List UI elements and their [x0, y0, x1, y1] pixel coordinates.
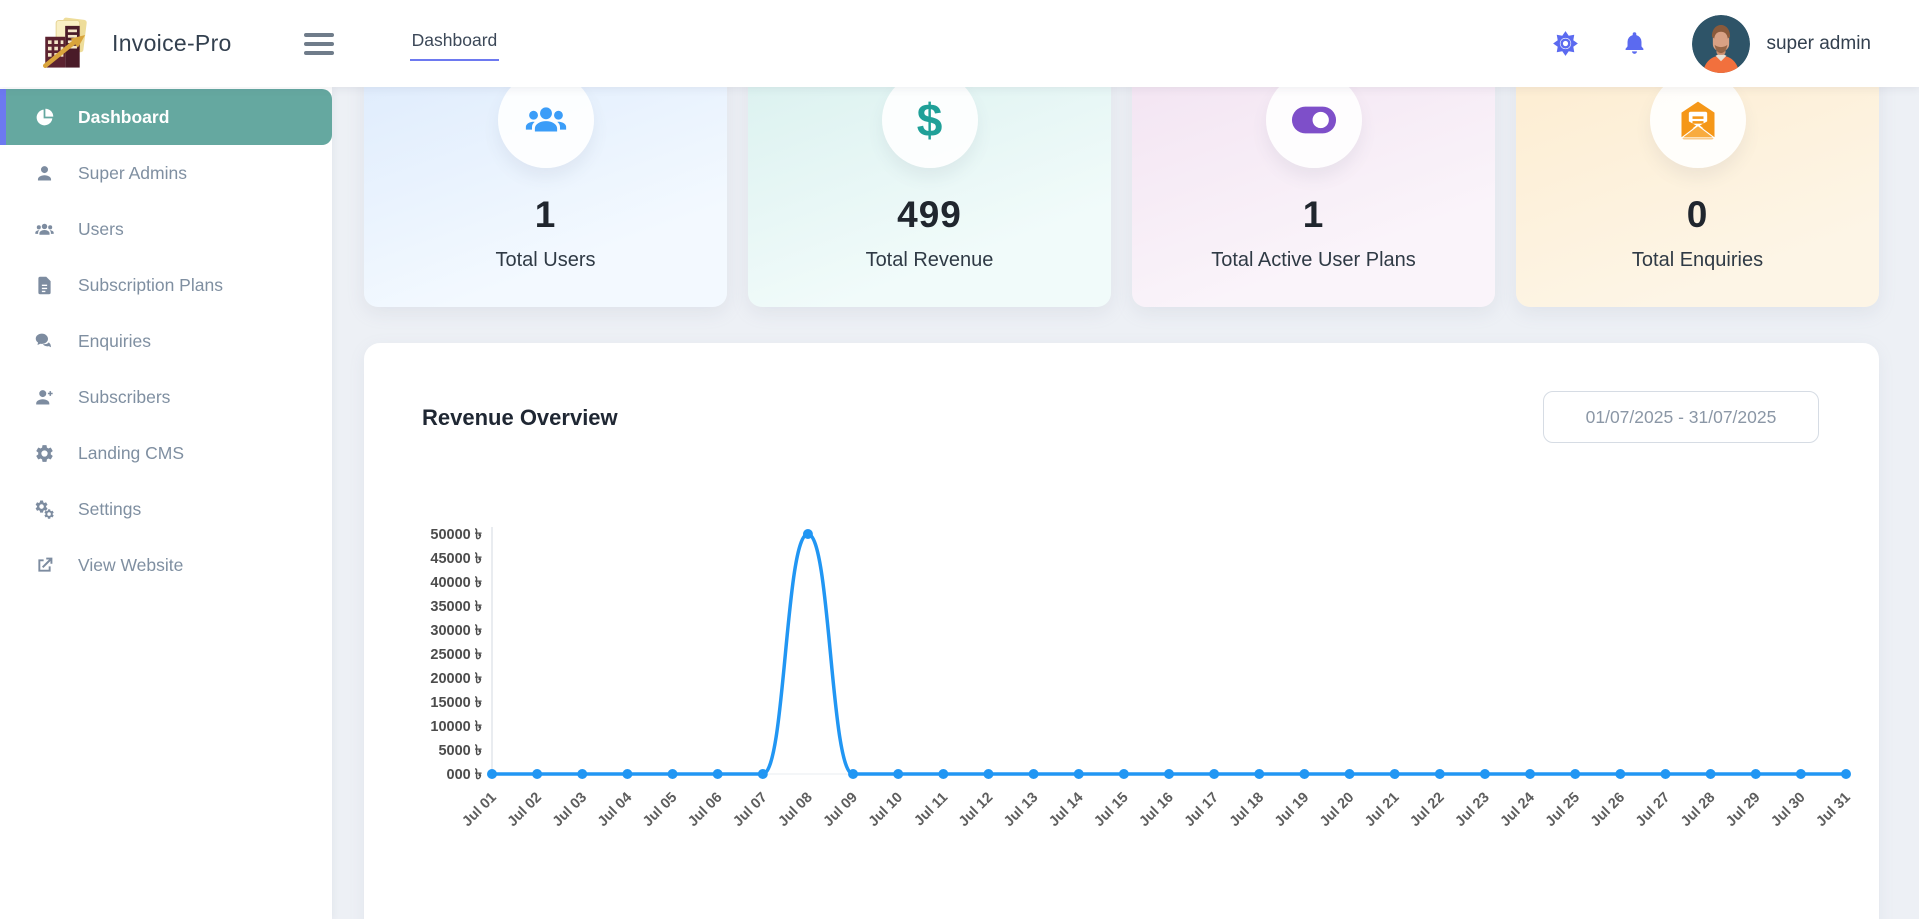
stat-label: Total Revenue [865, 249, 994, 271]
svg-text:Jul 08: Jul 08 [775, 790, 815, 830]
svg-text:Jul 02: Jul 02 [505, 790, 545, 830]
svg-text:15000 ৳: 15000 ৳ [430, 695, 482, 711]
bell-icon[interactable] [1621, 30, 1648, 57]
app-title: Invoice-Pro [112, 30, 232, 56]
person-icon [37, 165, 52, 180]
svg-text:45000 ৳: 45000 ৳ [430, 551, 482, 567]
sidebar-item-label: Subscribers [78, 386, 171, 407]
svg-text:Jul 13: Jul 13 [1001, 790, 1041, 830]
stat-label: Total Users [495, 249, 596, 271]
sidebar-item-subscribers[interactable]: Subscribers [0, 369, 332, 425]
svg-text:Jul 01: Jul 01 [459, 790, 499, 830]
sidebar-item-label: Settings [78, 498, 142, 519]
sidebar-item-label: Super Admins [78, 162, 187, 183]
svg-text:Jul 20: Jul 20 [1317, 790, 1357, 830]
svg-text:Jul 11: Jul 11 [911, 790, 951, 830]
chat-bubbles-icon [35, 333, 52, 347]
external-link-icon [38, 557, 53, 572]
stat-value: 499 [897, 194, 962, 235]
stat-value: 1 [534, 194, 557, 235]
main-content: 1 Total Users $ 499 Total Revenue 1 Tota… [332, 0, 1919, 919]
svg-text:Jul 07: Jul 07 [730, 790, 770, 830]
svg-text:Jul 24: Jul 24 [1498, 790, 1538, 830]
svg-text:Jul 27: Jul 27 [1633, 790, 1673, 830]
svg-text:Jul 14: Jul 14 [1046, 790, 1086, 830]
sidebar-item-label: Dashboard [78, 106, 170, 127]
dollar-icon: $ [881, 72, 978, 168]
theme-sun-icon[interactable] [1552, 30, 1579, 57]
svg-text:10000 ৳: 10000 ৳ [430, 719, 482, 735]
breadcrumb-dashboard[interactable]: Dashboard [409, 26, 500, 61]
svg-text:Jul 18: Jul 18 [1227, 790, 1267, 830]
hamburger-menu-icon[interactable] [303, 32, 334, 55]
svg-text:Jul 15: Jul 15 [1091, 790, 1131, 830]
sidebar-item-label: Subscription Plans [78, 274, 223, 295]
svg-text:Jul 10: Jul 10 [866, 790, 906, 830]
svg-text:Jul 30: Jul 30 [1768, 790, 1808, 830]
svg-text:5000 ৳: 5000 ৳ [438, 743, 482, 759]
sidebar-item-dashboard[interactable]: Dashboard [0, 89, 332, 145]
svg-text:Jul 29: Jul 29 [1723, 790, 1763, 830]
sidebar-item-subscription-plans[interactable]: Subscription Plans [0, 257, 332, 313]
gear-icon [36, 444, 53, 462]
svg-text:Jul 05: Jul 05 [640, 790, 680, 830]
svg-text:Jul 09: Jul 09 [821, 790, 861, 830]
avatar-image [1692, 14, 1751, 73]
stat-label: Total Active User Plans [1211, 249, 1416, 271]
svg-text:000 ৳: 000 ৳ [447, 767, 483, 783]
svg-text:Jul 26: Jul 26 [1588, 790, 1628, 830]
line-chart-svg: 50000 ৳ 45000 ৳ 40000 ৳ 35000 ৳ 30000 ৳ 25000… [430, 527, 1854, 830]
svg-text:Jul 19: Jul 19 [1272, 790, 1312, 830]
sidebar-item-label: Enquiries [78, 330, 151, 351]
gears-icon [35, 500, 54, 519]
date-range-picker[interactable]: 01/07/2025 - 31/07/2025 [1543, 391, 1819, 443]
svg-text:30000 ৳: 30000 ৳ [430, 623, 482, 639]
toggle-on-icon [1265, 72, 1362, 168]
pie-chart-icon [36, 108, 54, 125]
svg-text:35000 ৳: 35000 ৳ [430, 599, 482, 615]
person-add-icon [36, 389, 53, 404]
user-avatar[interactable] [1692, 14, 1751, 73]
svg-text:Jul 25: Jul 25 [1543, 790, 1583, 830]
sidebar-item-users[interactable]: Users [0, 201, 332, 257]
revenue-overview-panel: Revenue Overview 01/07/2025 - 31/07/2025… [364, 343, 1879, 919]
invoice-pro-logo-icon [42, 17, 87, 68]
sidebar-item-enquiries[interactable]: Enquiries [0, 313, 332, 369]
sidebar-item-label: Users [78, 218, 124, 239]
svg-text:25000 ৳: 25000 ৳ [430, 647, 482, 663]
svg-text:40000 ৳: 40000 ৳ [430, 575, 482, 591]
document-icon [38, 276, 51, 294]
svg-text:Jul 04: Jul 04 [595, 790, 635, 830]
svg-text:Jul 16: Jul 16 [1136, 790, 1176, 830]
revenue-line-chart: 50000 ৳ 45000 ৳ 40000 ৳ 35000 ৳ 30000 ৳ 25000… [404, 521, 1864, 831]
svg-text:50000 ৳: 50000 ৳ [430, 527, 482, 543]
svg-text:Jul 06: Jul 06 [685, 790, 725, 830]
sidebar-item-label: View Website [78, 554, 184, 575]
svg-text:Jul 22: Jul 22 [1407, 790, 1447, 830]
svg-text:Jul 23: Jul 23 [1452, 790, 1492, 830]
svg-text:Jul 17: Jul 17 [1182, 790, 1222, 830]
svg-text:Jul 28: Jul 28 [1678, 790, 1718, 830]
users-icon [497, 72, 594, 168]
svg-text:Jul 12: Jul 12 [956, 790, 996, 830]
panel-title: Revenue Overview [422, 405, 618, 430]
svg-text:20000 ৳: 20000 ৳ [430, 671, 482, 687]
sidebar-item-landing-cms[interactable]: Landing CMS [0, 425, 332, 481]
header-actions: super admin [1552, 14, 1871, 73]
svg-text:Jul 03: Jul 03 [550, 790, 590, 830]
users-icon [35, 223, 54, 235]
user-name[interactable]: super admin [1766, 32, 1871, 54]
top-header: Invoice-Pro Dashboard super admin [0, 0, 1919, 87]
svg-text:Jul 31: Jul 31 [1813, 790, 1853, 830]
sidebar-item-view-website[interactable]: View Website [0, 537, 332, 593]
sidebar-nav: Dashboard Super Admins Users Subscriptio… [0, 87, 332, 919]
sidebar-item-label: Landing CMS [78, 442, 185, 463]
mail-open-icon [1649, 72, 1746, 168]
stat-value: 1 [1302, 194, 1325, 235]
stat-value: 0 [1686, 194, 1709, 235]
sidebar-item-settings[interactable]: Settings [0, 481, 332, 537]
sidebar-item-super-admins[interactable]: Super Admins [0, 145, 332, 201]
svg-text:Jul 21: Jul 21 [1362, 790, 1402, 830]
stat-label: Total Enquiries [1631, 249, 1764, 271]
